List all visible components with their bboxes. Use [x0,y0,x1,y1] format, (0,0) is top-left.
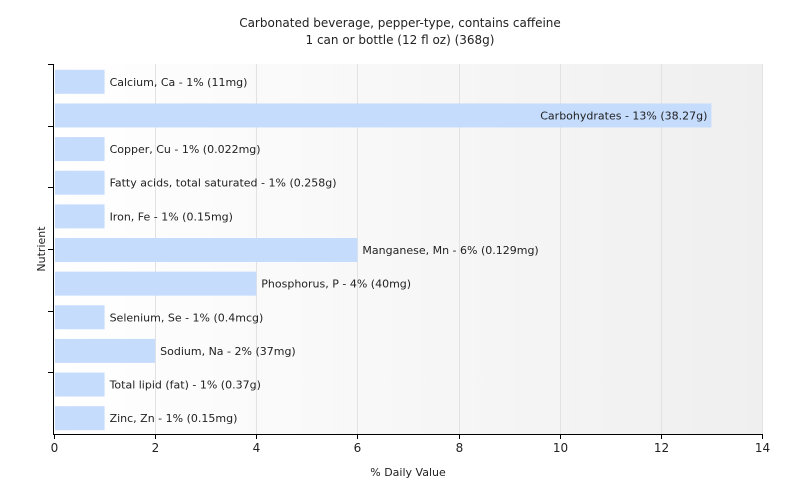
bar-label: Iron, Fe - 1% (0.15mg) [110,210,233,223]
bar [55,372,105,397]
bar-label: Copper, Cu - 1% (0.022mg) [110,143,261,156]
x-tick-label: 10 [553,441,568,455]
x-tick-label: 14 [755,441,770,455]
bar [55,137,105,162]
bar [55,406,105,431]
x-axis-label: % Daily Value [370,466,446,479]
bar-label: Fatty acids, total saturated - 1% (0.258… [110,177,337,190]
x-tick-label: 2 [152,441,160,455]
bar [55,271,257,296]
bar-label: Sodium, Na - 2% (37mg) [160,345,296,358]
axes: 0 2 4 6 8 10 12 14 [48,64,770,455]
bars: Calcium, Ca - 1% (11mg) Carbohydrates - 1… [55,69,712,431]
bar-label: Manganese, Mn - 6% (0.129mg) [362,244,538,257]
bar [55,204,105,229]
x-tick-label: 12 [654,441,669,455]
bar-label: Phosphorus, P - 4% (40mg) [261,278,411,291]
bar-label: Carbohydrates - 13% (38.27g) [540,109,707,122]
bar [55,338,156,363]
bar [55,170,105,195]
bar-label: Total lipid (fat) - 1% (0.37g) [109,379,261,392]
bar [55,103,712,128]
bar [55,69,105,94]
x-tick-label: 8 [456,441,464,455]
y-axis-label: Nutrient [35,226,48,272]
bar-label: Selenium, Se - 1% (0.4mcg) [110,311,264,324]
x-tick-label: 0 [51,441,59,455]
x-tick-label: 4 [253,441,261,455]
bar-label: Zinc, Zn - 1% (0.15mg) [110,412,238,425]
bar [55,305,105,330]
chart-subtitle: 1 can or bottle (12 fl oz) (368g) [306,33,495,47]
bar-label: Calcium, Ca - 1% (11mg) [110,76,248,89]
chart-title: Carbonated beverage, pepper-type, contai… [239,16,561,30]
bar [55,238,358,262]
x-tick-label: 6 [354,441,362,455]
